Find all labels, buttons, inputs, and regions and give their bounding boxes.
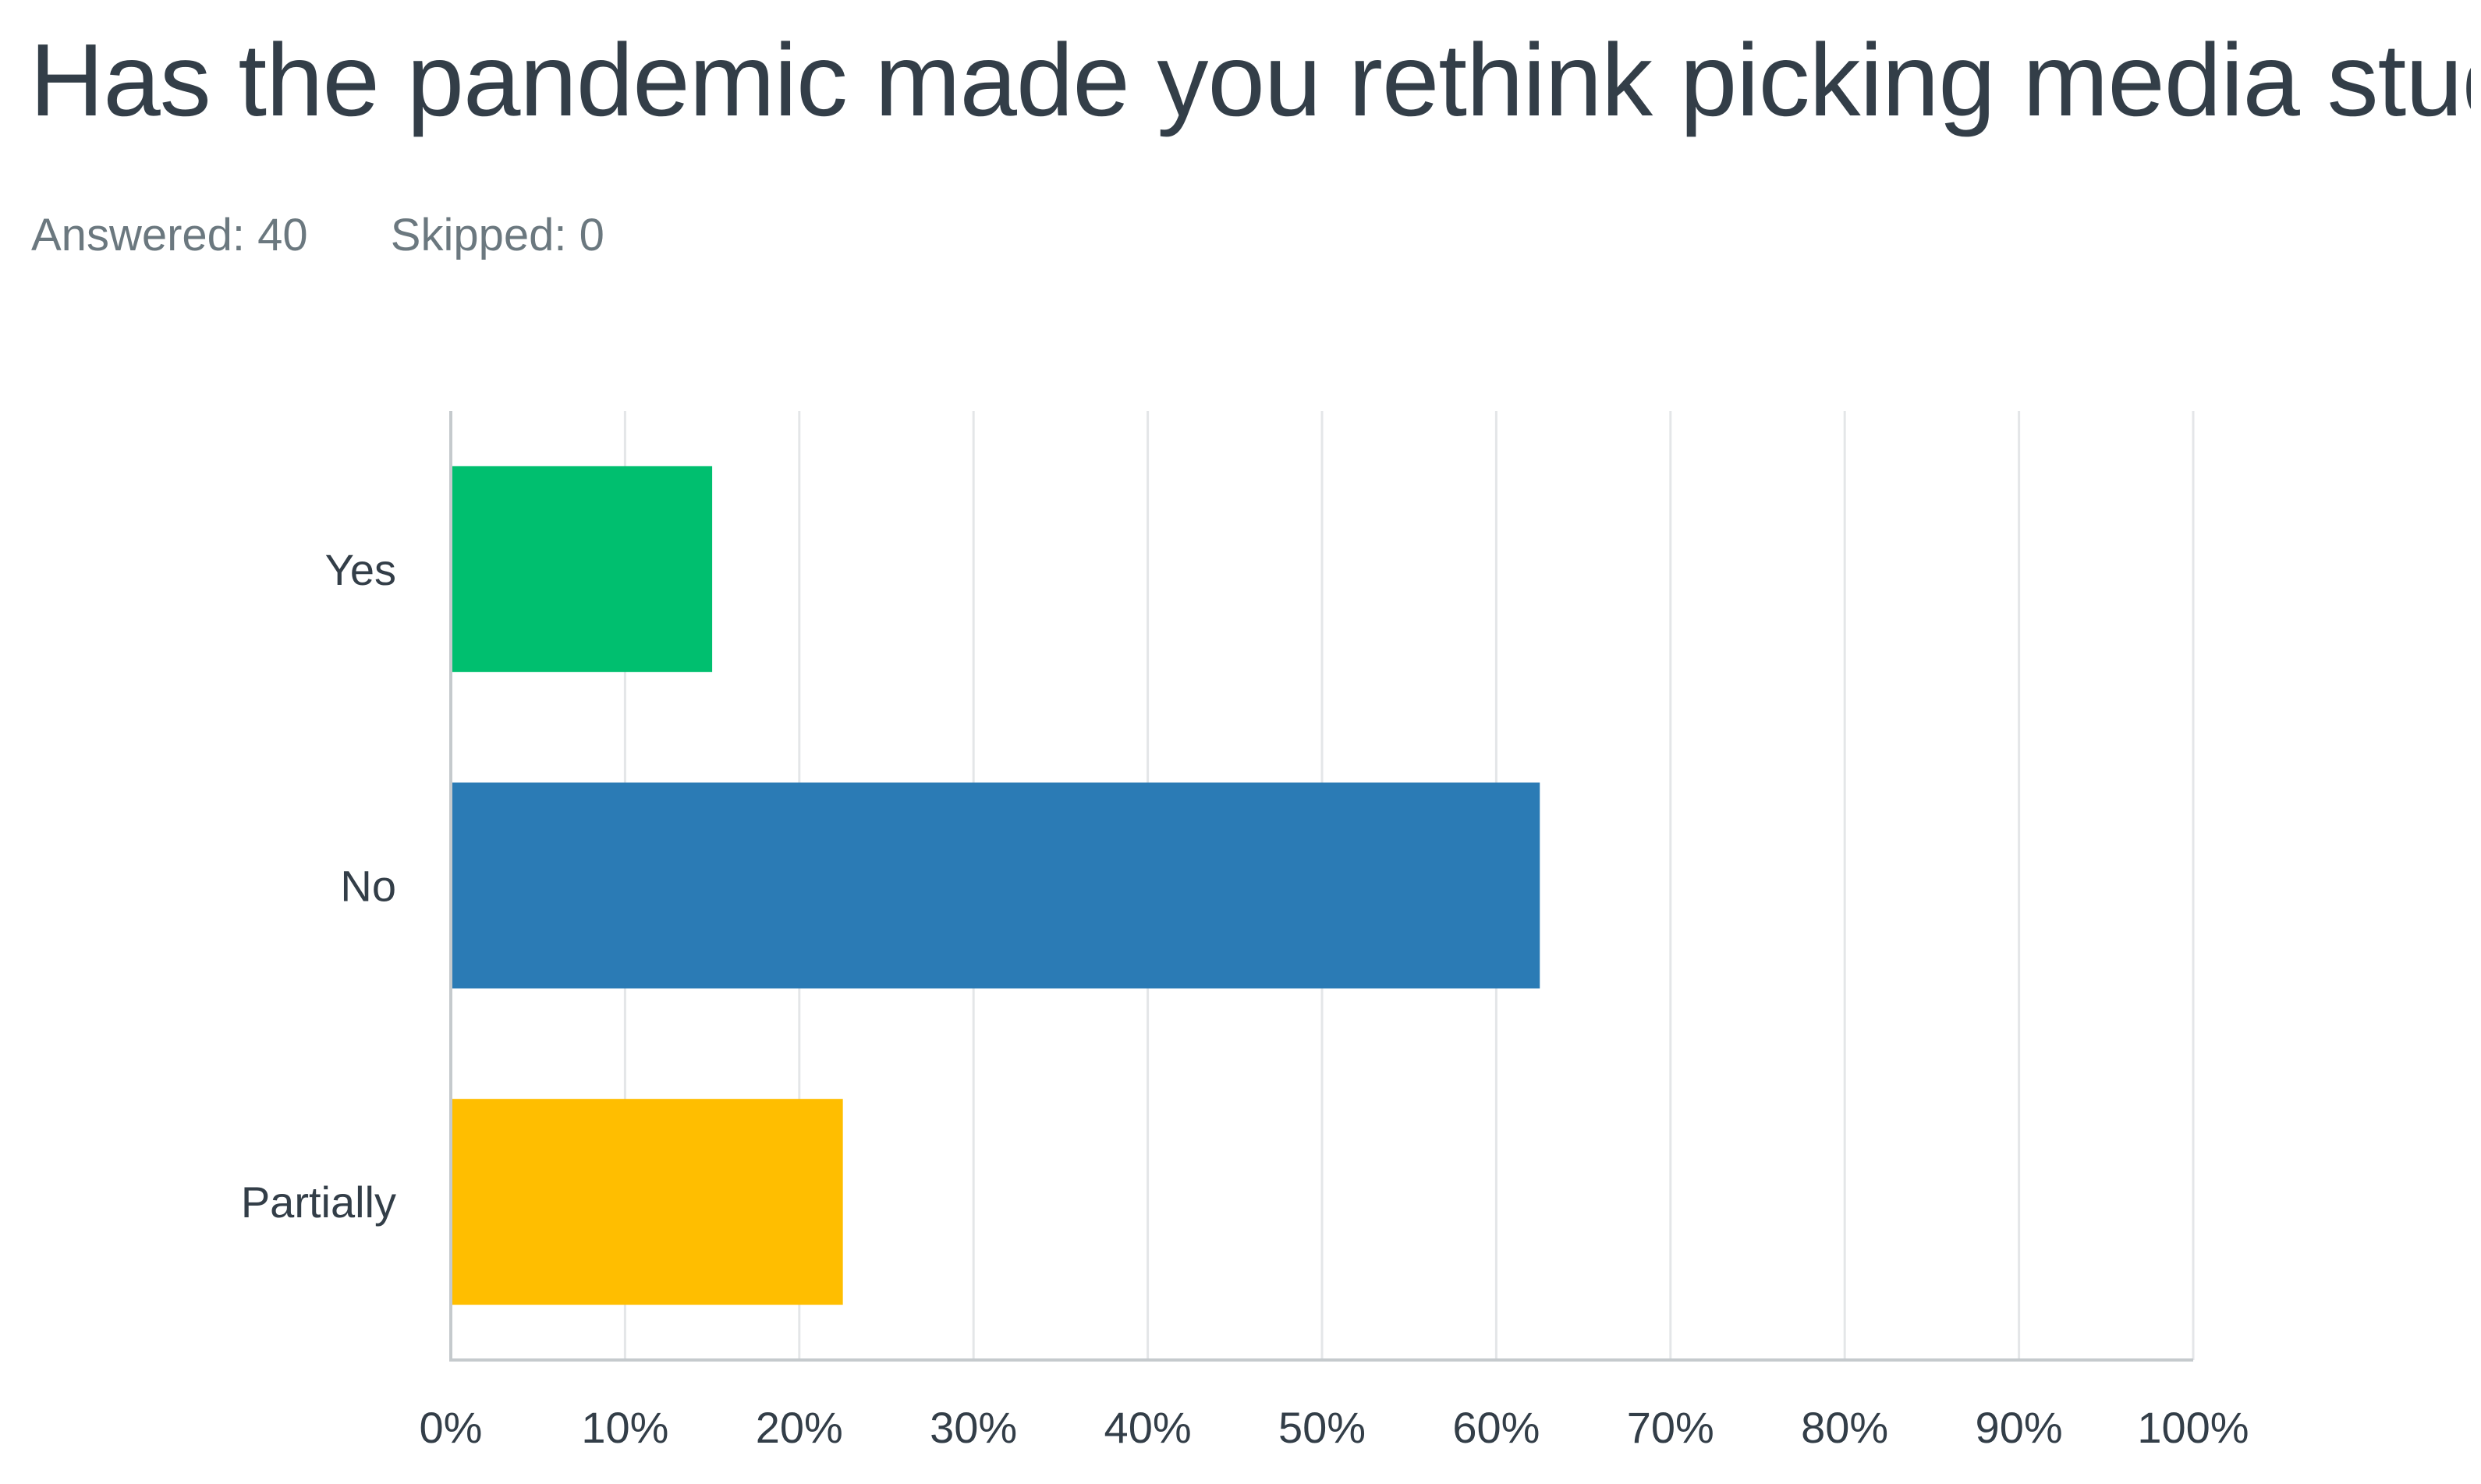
category-label: Yes bbox=[325, 545, 396, 594]
bar-partially bbox=[451, 1099, 843, 1305]
response-stats: Answered: 40 Skipped: 0 bbox=[31, 204, 675, 267]
x-tick-label: 10% bbox=[581, 1403, 668, 1452]
bar-no bbox=[451, 782, 1540, 989]
bar-yes bbox=[451, 466, 713, 672]
skipped-count: Skipped: 0 bbox=[390, 210, 604, 260]
chart-title: Has the pandemic made you rethink pickin… bbox=[30, 23, 2471, 137]
x-tick-label: 50% bbox=[1278, 1403, 1366, 1452]
x-tick-label: 80% bbox=[1801, 1403, 1888, 1452]
answered-count: Answered: 40 bbox=[31, 210, 308, 260]
x-tick-label: 20% bbox=[756, 1403, 843, 1452]
x-tick-label: 30% bbox=[930, 1403, 1017, 1452]
x-tick-label: 100% bbox=[2137, 1403, 2249, 1452]
x-tick-label: 70% bbox=[1627, 1403, 1714, 1452]
x-tick-label: 0% bbox=[420, 1403, 483, 1452]
x-tick-label: 60% bbox=[1452, 1403, 1540, 1452]
category-label: Partially bbox=[241, 1178, 396, 1227]
x-tick-label: 90% bbox=[1976, 1403, 2063, 1452]
x-tick-label: 40% bbox=[1104, 1403, 1192, 1452]
category-label: No bbox=[340, 862, 396, 911]
